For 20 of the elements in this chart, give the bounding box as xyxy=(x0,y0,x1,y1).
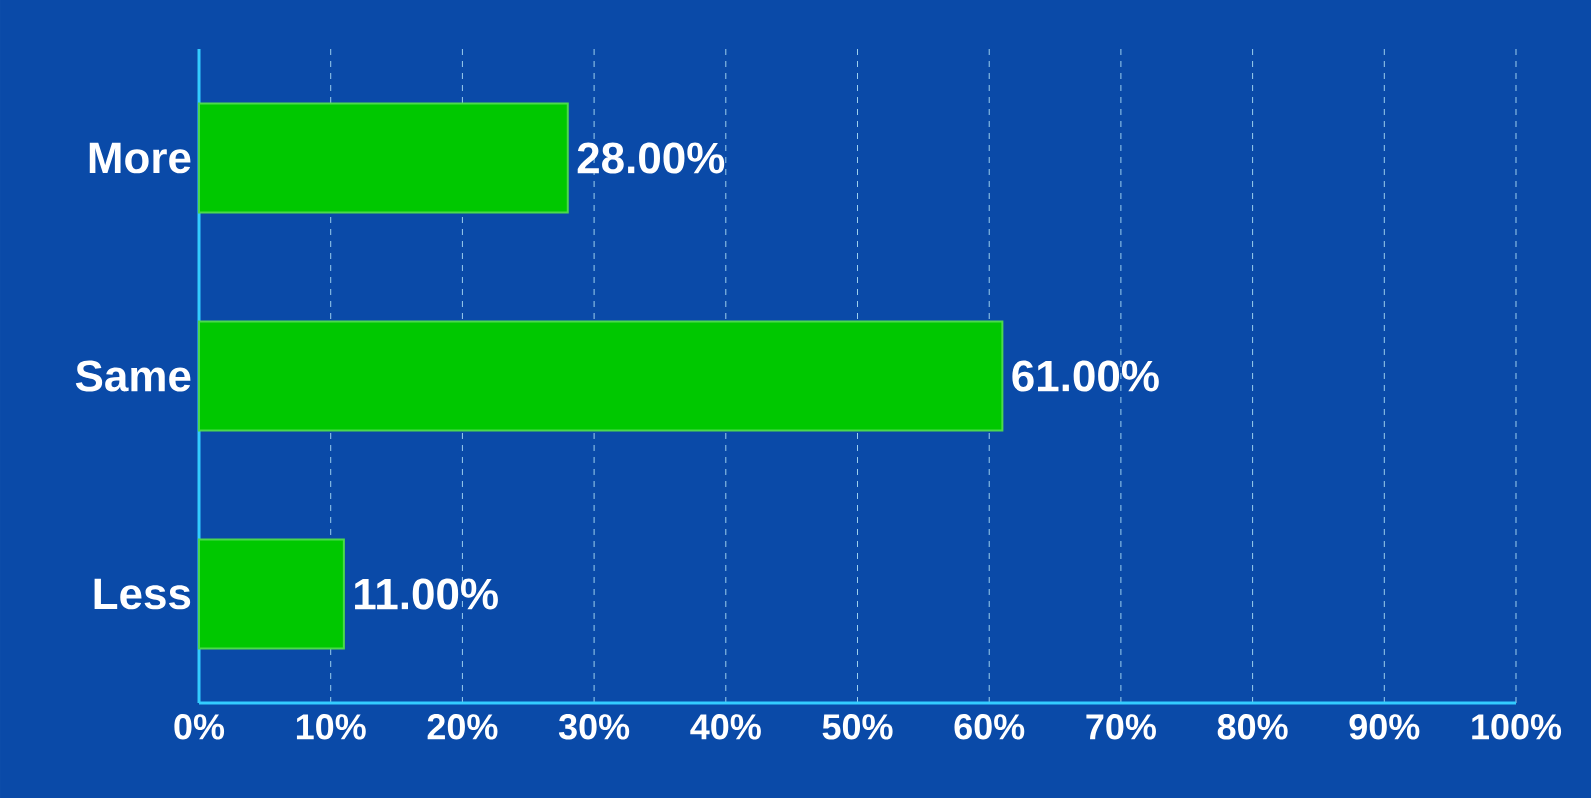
y-tick-label: More xyxy=(89,142,191,174)
x-tick-label: 40% xyxy=(690,714,761,740)
x-tick-label: 10% xyxy=(296,714,366,740)
x-tick-label: 90% xyxy=(1349,714,1420,740)
y-tick-label: Same xyxy=(75,360,191,392)
x-tick-label: 0% xyxy=(174,714,225,740)
data-label: 61.00% xyxy=(1012,360,1159,392)
x-tick-label: 100% xyxy=(1472,714,1562,740)
y-tick-label: Less xyxy=(94,578,191,610)
data-label: 28.00% xyxy=(577,142,725,174)
x-tick-label: 50% xyxy=(822,714,893,740)
bar xyxy=(198,538,345,650)
x-tick-label: 60% xyxy=(954,714,1025,740)
x-tick-label: 80% xyxy=(1217,714,1288,740)
x-tick-label: 70% xyxy=(1086,714,1156,740)
data-label: 11.00% xyxy=(355,578,498,610)
bar xyxy=(198,102,569,214)
x-tick-label: 20% xyxy=(427,714,498,740)
x-tick-label: 30% xyxy=(558,714,630,740)
bar xyxy=(198,320,1004,432)
